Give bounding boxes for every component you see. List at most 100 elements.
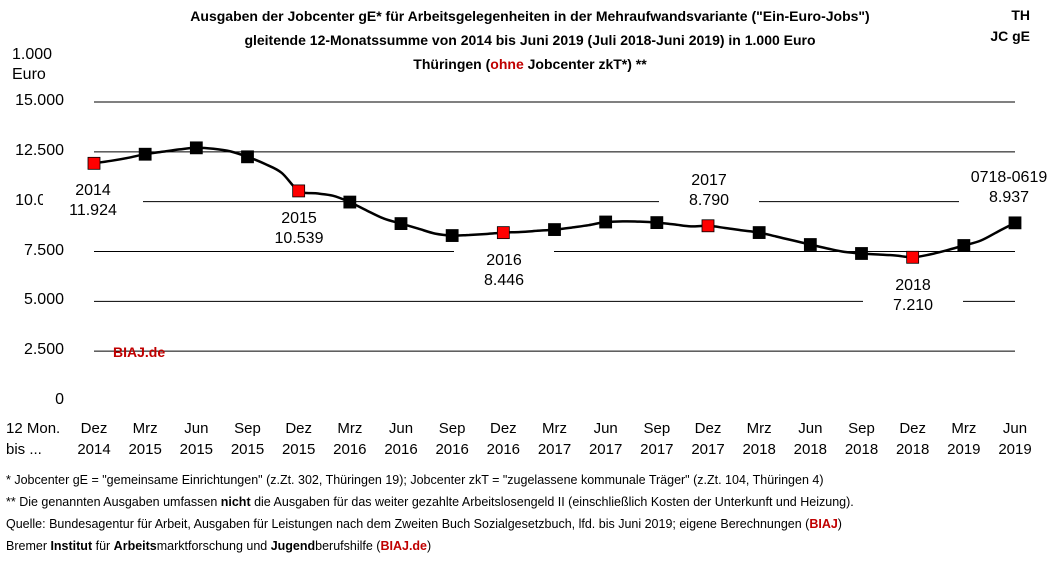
credit-part-7: berufshilfe ( xyxy=(315,539,381,553)
corner-label-type: JC gE xyxy=(990,28,1030,44)
annotation-value: 7.210 xyxy=(863,296,963,316)
x-axis-label-months: 12 Mon. xyxy=(6,420,61,437)
data-point-marker-highlight xyxy=(87,156,101,170)
annotation-period: 2014 xyxy=(43,181,143,201)
footnote-credit: Bremer Institut für Arbeitsmarktforschun… xyxy=(6,537,431,555)
x-tick-month: Mrz xyxy=(337,420,363,437)
data-point-marker-highlight xyxy=(701,219,715,233)
x-tick-month: Dez xyxy=(899,420,926,437)
x-tick-year: 2016 xyxy=(384,441,418,458)
x-tick-year: 2018 xyxy=(793,441,828,458)
footnote-expenses-post: die Ausgaben für das weiter gezahlte Arb… xyxy=(250,495,854,509)
annotation-period: 2015 xyxy=(249,209,349,229)
footnote-source-biaj: BIAJ xyxy=(809,517,838,531)
data-point-marker xyxy=(957,239,971,252)
footnote-source-post: ) xyxy=(837,517,842,531)
x-tick-year: 2015 xyxy=(230,441,265,458)
region-ohne-highlight: ohne xyxy=(490,56,524,72)
credit-part-3: für xyxy=(92,539,114,553)
x-tick-year: 2016 xyxy=(435,441,469,458)
annotation-value: 8.790 xyxy=(659,191,759,211)
x-tick-year: 2018 xyxy=(742,441,776,458)
x-tick-year: 2015 xyxy=(281,441,316,458)
annotation-period: 2016 xyxy=(454,251,554,271)
x-tick-month: Sep xyxy=(643,420,671,437)
annotation-period: 2018 xyxy=(863,276,963,296)
y-unit-currency: Euro xyxy=(12,66,46,83)
data-point-marker xyxy=(394,217,408,230)
y-tick-label: 12.500 xyxy=(15,141,64,159)
x-tick-month: Sep xyxy=(234,420,261,437)
data-point-marker xyxy=(138,147,152,161)
credit-part-9: ) xyxy=(427,539,432,553)
x-tick-month: Jun xyxy=(593,420,618,437)
data-point-marker xyxy=(343,195,357,209)
annotation-period: 0718-0619 xyxy=(959,168,1052,188)
footnote-expenses-bold: nicht xyxy=(220,495,251,509)
region-text-post: Jobcenter zkT*) ** xyxy=(523,56,647,72)
annotation-value: 8.446 xyxy=(454,271,554,291)
data-point-marker xyxy=(855,247,868,260)
x-tick-month: Jun xyxy=(798,420,823,437)
x-tick-month: Jun xyxy=(184,420,209,437)
data-point-marker xyxy=(803,238,817,251)
region-text-pre: Thüringen ( xyxy=(413,56,491,72)
x-tick-month: Mrz xyxy=(542,420,567,437)
x-tick-month: Sep xyxy=(848,420,875,437)
chart-title: Ausgaben der Jobcenter gE* für Arbeitsge… xyxy=(190,8,870,24)
data-point-marker xyxy=(752,226,766,239)
footnote-expenses-pre: ** Die genannten Ausgaben umfassen xyxy=(6,495,221,509)
annotation-value: 10.539 xyxy=(249,229,349,249)
footnote-source: Quelle: Bundesagentur für Arbeit, Ausgab… xyxy=(6,515,842,533)
data-point-marker xyxy=(650,216,664,229)
x-tick-year: 2015 xyxy=(128,441,162,458)
data-point-marker-highlight xyxy=(496,226,510,240)
data-point-marker xyxy=(1008,216,1022,230)
x-tick-year: 2017 xyxy=(588,441,623,458)
x-tick-month: Dez xyxy=(285,420,312,437)
x-tick-month: Jun xyxy=(1002,420,1028,437)
x-tick-year: 2016 xyxy=(486,441,521,458)
data-point-marker-highlight xyxy=(292,184,306,198)
data-point-marker-highlight xyxy=(906,250,920,264)
x-tick-year: 2018 xyxy=(895,441,930,458)
data-point-marker xyxy=(599,215,613,229)
x-axis-label-until: bis ... xyxy=(6,441,42,458)
annotation-period: 2017 xyxy=(659,171,759,191)
x-tick-month: Dez xyxy=(489,420,517,437)
corner-label-state: TH xyxy=(1011,7,1030,23)
x-tick-year: 2019 xyxy=(947,441,981,458)
x-tick-month: Sep xyxy=(438,420,466,437)
y-tick-label: 2.500 xyxy=(23,341,64,359)
x-tick-year: 2019 xyxy=(998,441,1032,458)
x-tick-month: Dez xyxy=(694,420,722,437)
x-tick-year: 2017 xyxy=(691,441,725,458)
credit-part-6: Jugend xyxy=(270,539,316,553)
y-tick-label: 7.500 xyxy=(23,241,64,259)
biaj-watermark: BIAJ.de xyxy=(113,344,166,360)
y-tick-label: 5.000 xyxy=(23,291,64,309)
credit-part-2: Institut xyxy=(50,539,93,553)
data-point-marker xyxy=(189,141,203,155)
y-unit-label: 1.000 xyxy=(12,46,53,63)
footnote-jobcenter: * Jobcenter gE = "gemeinsame Einrichtung… xyxy=(6,473,824,487)
x-tick-month: Mrz xyxy=(746,420,772,437)
footnote-source-pre: Quelle: Bundesagentur für Arbeit, Ausgab… xyxy=(6,517,810,531)
data-point-marker xyxy=(445,229,459,242)
chart-subtitle: gleitende 12-Monatssumme von 2014 bis Ju… xyxy=(244,32,816,48)
x-tick-year: 2016 xyxy=(333,441,367,458)
chart-region: Thüringen (ohne Jobcenter zkT*) ** xyxy=(90,53,970,75)
x-tick-year: 2017 xyxy=(640,441,674,458)
y-tick-label: 0 xyxy=(55,391,64,408)
x-tick-month: Mrz xyxy=(951,420,977,437)
data-point-marker xyxy=(241,150,254,164)
credit-part-8-biaj-link: BIAJ.de xyxy=(380,539,428,553)
data-point-marker xyxy=(548,223,561,236)
annotation-value: 8.937 xyxy=(959,188,1052,208)
x-tick-year: 2018 xyxy=(844,441,879,458)
footnote-expenses: ** Die genannten Ausgaben umfassen nicht… xyxy=(6,493,854,511)
x-tick-year: 2015 xyxy=(179,441,214,458)
y-tick-label: 15.000 xyxy=(15,92,64,109)
credit-part-1: Bremer xyxy=(6,539,51,553)
